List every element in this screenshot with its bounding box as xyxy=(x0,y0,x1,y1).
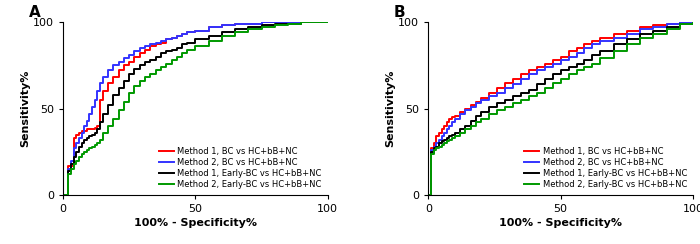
Method 2, BC vs HC+bB+NC xyxy=(77,131,85,134)
Method 2, BC vs HC+bB+NC xyxy=(596,43,605,46)
Text: A: A xyxy=(29,5,41,20)
Y-axis label: Sensitivity%: Sensitivity% xyxy=(20,70,30,147)
Method 2, Early-BC vs HC+bB+NC xyxy=(610,57,618,60)
Method 1, BC vs HC+bB+NC xyxy=(284,20,292,23)
Method 1, BC vs HC+bB+NC xyxy=(580,43,589,46)
Line: Method 2, BC vs HC+bB+NC: Method 2, BC vs HC+bB+NC xyxy=(63,22,328,195)
Method 2, Early-BC vs HC+bB+NC xyxy=(689,20,697,23)
Method 2, Early-BC vs HC+bB+NC xyxy=(77,152,85,155)
Method 2, BC vs HC+bB+NC xyxy=(85,119,94,122)
Method 1, BC vs HC+bB+NC xyxy=(596,40,605,42)
Method 1, Early-BC vs HC+bB+NC xyxy=(157,55,165,58)
X-axis label: 100% - Specificity%: 100% - Specificity% xyxy=(134,218,257,228)
Line: Method 1, BC vs HC+bB+NC: Method 1, BC vs HC+bB+NC xyxy=(428,22,693,195)
Method 2, Early-BC vs HC+bB+NC xyxy=(69,168,78,171)
Method 2, BC vs HC+bB+NC xyxy=(689,20,697,23)
Method 1, BC vs HC+bB+NC xyxy=(323,20,332,23)
Text: B: B xyxy=(394,5,405,20)
Method 2, BC vs HC+bB+NC xyxy=(432,142,440,145)
Method 1, Early-BC vs HC+bB+NC xyxy=(77,142,85,145)
Method 2, BC vs HC+bB+NC xyxy=(204,26,213,29)
Line: Method 1, Early-BC vs HC+bB+NC: Method 1, Early-BC vs HC+bB+NC xyxy=(428,22,693,195)
Method 1, BC vs HC+bB+NC xyxy=(588,40,596,42)
Method 2, BC vs HC+bB+NC xyxy=(323,20,332,23)
Method 2, Early-BC vs HC+bB+NC xyxy=(636,36,644,39)
Method 1, Early-BC vs HC+bB+NC xyxy=(636,33,644,36)
Method 1, Early-BC vs HC+bB+NC xyxy=(204,34,213,37)
Method 2, BC vs HC+bB+NC xyxy=(580,46,589,49)
Method 1, BC vs HC+bB+NC xyxy=(258,22,266,25)
X-axis label: 100% - Specificity%: 100% - Specificity% xyxy=(499,218,622,228)
Method 2, BC vs HC+bB+NC xyxy=(258,20,266,23)
Method 1, BC vs HC+bB+NC xyxy=(162,38,170,41)
Y-axis label: Sensitivity%: Sensitivity% xyxy=(386,70,396,147)
Method 2, Early-BC vs HC+bB+NC xyxy=(596,62,605,65)
Method 1, BC vs HC+bB+NC xyxy=(636,26,644,29)
Method 2, BC vs HC+bB+NC xyxy=(69,159,78,162)
Method 2, Early-BC vs HC+bB+NC xyxy=(432,147,440,150)
Method 1, Early-BC vs HC+bB+NC xyxy=(432,145,440,148)
Legend: Method 1, BC vs HC+bB+NC, Method 2, BC vs HC+bB+NC, Method 1, Early-BC vs HC+bB+: Method 1, BC vs HC+bB+NC, Method 2, BC v… xyxy=(523,145,689,191)
Line: Method 1, Early-BC vs HC+bB+NC: Method 1, Early-BC vs HC+bB+NC xyxy=(63,22,328,195)
Method 2, Early-BC vs HC+bB+NC xyxy=(157,69,165,72)
Method 2, Early-BC vs HC+bB+NC xyxy=(183,52,192,55)
Method 1, Early-BC vs HC+bB+NC xyxy=(580,59,589,61)
Method 1, BC vs HC+bB+NC xyxy=(258,20,266,23)
Line: Method 2, Early-BC vs HC+bB+NC: Method 2, Early-BC vs HC+bB+NC xyxy=(63,22,328,195)
Method 2, BC vs HC+bB+NC xyxy=(676,20,684,23)
Method 2, Early-BC vs HC+bB+NC xyxy=(204,40,213,42)
Method 2, Early-BC vs HC+bB+NC xyxy=(297,20,305,23)
Method 1, Early-BC vs HC+bB+NC xyxy=(323,20,332,23)
Method 2, BC vs HC+bB+NC xyxy=(59,194,67,197)
Method 2, Early-BC vs HC+bB+NC xyxy=(588,62,596,65)
Method 1, BC vs HC+bB+NC xyxy=(146,45,155,48)
Method 1, BC vs HC+bB+NC xyxy=(424,194,433,197)
Method 2, BC vs HC+bB+NC xyxy=(157,41,165,44)
Method 1, Early-BC vs HC+bB+NC xyxy=(69,163,78,165)
Method 1, BC vs HC+bB+NC xyxy=(231,24,239,27)
Legend: Method 1, BC vs HC+bB+NC, Method 2, BC vs HC+bB+NC, Method 1, Early-BC vs HC+bB+: Method 1, BC vs HC+bB+NC, Method 2, BC v… xyxy=(158,145,323,191)
Line: Method 2, BC vs HC+bB+NC: Method 2, BC vs HC+bB+NC xyxy=(428,22,693,195)
Method 1, BC vs HC+bB+NC xyxy=(59,194,67,197)
Method 1, Early-BC vs HC+bB+NC xyxy=(183,43,192,46)
Method 2, Early-BC vs HC+bB+NC xyxy=(59,194,67,197)
Method 2, Early-BC vs HC+bB+NC xyxy=(323,20,332,23)
Method 1, Early-BC vs HC+bB+NC xyxy=(297,20,305,23)
Method 1, Early-BC vs HC+bB+NC xyxy=(588,53,596,56)
Method 1, Early-BC vs HC+bB+NC xyxy=(85,137,94,140)
Method 2, BC vs HC+bB+NC xyxy=(636,27,644,30)
Method 1, BC vs HC+bB+NC xyxy=(191,31,200,34)
Method 2, Early-BC vs HC+bB+NC xyxy=(424,194,433,197)
Method 1, BC vs HC+bB+NC xyxy=(610,36,618,39)
Method 1, BC vs HC+bB+NC xyxy=(689,20,697,23)
Line: Method 2, Early-BC vs HC+bB+NC: Method 2, Early-BC vs HC+bB+NC xyxy=(428,22,693,195)
Method 1, Early-BC vs HC+bB+NC xyxy=(424,194,433,197)
Method 1, BC vs HC+bB+NC xyxy=(676,20,684,23)
Method 2, BC vs HC+bB+NC xyxy=(183,33,192,36)
Method 1, BC vs HC+bB+NC xyxy=(432,135,440,138)
Method 2, Early-BC vs HC+bB+NC xyxy=(85,149,94,152)
Method 1, Early-BC vs HC+bB+NC xyxy=(596,53,605,56)
Method 1, Early-BC vs HC+bB+NC xyxy=(59,194,67,197)
Line: Method 1, BC vs HC+bB+NC: Method 1, BC vs HC+bB+NC xyxy=(63,22,328,195)
Method 2, BC vs HC+bB+NC xyxy=(424,194,433,197)
Method 2, Early-BC vs HC+bB+NC xyxy=(580,66,589,69)
Method 1, Early-BC vs HC+bB+NC xyxy=(689,20,697,23)
Method 2, BC vs HC+bB+NC xyxy=(588,43,596,46)
Method 2, BC vs HC+bB+NC xyxy=(610,40,618,42)
Method 1, Early-BC vs HC+bB+NC xyxy=(610,50,618,53)
